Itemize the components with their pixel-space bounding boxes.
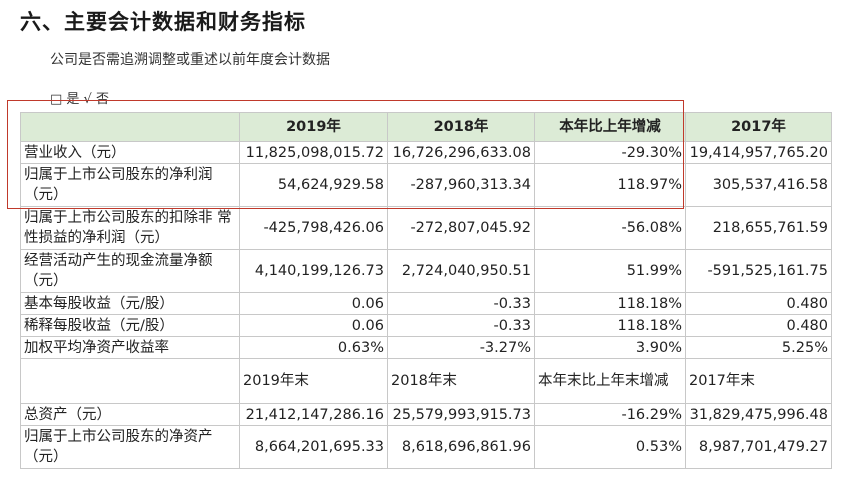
row-label: 稀释每股收益（元/股） bbox=[20, 314, 240, 337]
value-change: 118.18% bbox=[534, 314, 686, 337]
header-cell: 2019年末 bbox=[239, 358, 388, 404]
value-2017: 19,414,957,765.20 bbox=[685, 141, 832, 164]
value-change: 0.53% bbox=[534, 425, 686, 469]
value-change: 118.18% bbox=[534, 292, 686, 315]
value-2019: 0.63% bbox=[239, 336, 388, 359]
value-change: 51.99% bbox=[534, 249, 686, 293]
table-row: 归属于上市公司股东的净资产（元） 8,664,201,695.33 8,618,… bbox=[20, 425, 832, 469]
value-2017: 8,987,701,479.27 bbox=[685, 425, 832, 469]
value-2017: 0.480 bbox=[685, 292, 832, 315]
table-row: 总资产（元） 21,412,147,286.16 25,579,993,915.… bbox=[20, 403, 832, 426]
value-2018: -272,807,045.92 bbox=[387, 206, 535, 250]
value-2017: 0.480 bbox=[685, 314, 832, 337]
section-title: 六、主要会计数据和财务指标 bbox=[20, 10, 306, 34]
table-subheader-row: 2019年末 2018年末 本年末比上年末增减 2017年末 bbox=[20, 358, 832, 404]
table-header-row: 2019年 2018年 本年比上年增减 2017年 bbox=[20, 112, 832, 142]
value-2018: 16,726,296,633.08 bbox=[387, 141, 535, 164]
value-2018: 8,618,696,861.96 bbox=[387, 425, 535, 469]
value-2017: 218,655,761.59 bbox=[685, 206, 832, 250]
header-cell bbox=[20, 358, 240, 404]
value-2019: 21,412,147,286.16 bbox=[239, 403, 388, 426]
value-2018: -0.33 bbox=[387, 314, 535, 337]
table-row: 经营活动产生的现金流量净额（元） 4,140,199,126.73 2,724,… bbox=[20, 249, 832, 293]
header-cell: 2018年末 bbox=[387, 358, 535, 404]
row-label: 总资产（元） bbox=[20, 403, 240, 426]
row-label: 加权平均净资产收益率 bbox=[20, 336, 240, 359]
value-2019: 8,664,201,695.33 bbox=[239, 425, 388, 469]
header-cell: 2017年 bbox=[685, 112, 832, 142]
header-cell: 本年比上年增减 bbox=[534, 112, 686, 142]
row-label: 经营活动产生的现金流量净额（元） bbox=[20, 249, 240, 293]
row-label: 归属于上市公司股东的净利润（元） bbox=[20, 163, 240, 207]
value-2018: -3.27% bbox=[387, 336, 535, 359]
restatement-answer: □ 是 √ 否 bbox=[50, 92, 109, 107]
value-change: 3.90% bbox=[534, 336, 686, 359]
value-2019: -425,798,426.06 bbox=[239, 206, 388, 250]
financial-indicators-table: 2019年 2018年 本年比上年增减 2017年 营业收入（元） 11,825… bbox=[20, 112, 832, 469]
table-row: 归属于上市公司股东的扣除非 常性损益的净利润（元） -425,798,426.0… bbox=[20, 206, 832, 250]
value-2018: -0.33 bbox=[387, 292, 535, 315]
value-2019: 0.06 bbox=[239, 292, 388, 315]
header-cell: 本年末比上年末增减 bbox=[534, 358, 686, 404]
header-cell: 2017年末 bbox=[685, 358, 832, 404]
value-2017: -591,525,161.75 bbox=[685, 249, 832, 293]
row-label: 归属于上市公司股东的扣除非 常性损益的净利润（元） bbox=[20, 206, 240, 250]
value-2018: -287,960,313.34 bbox=[387, 163, 535, 207]
highlight-box bbox=[7, 100, 684, 209]
row-label: 归属于上市公司股东的净资产（元） bbox=[20, 425, 240, 469]
value-change: -56.08% bbox=[534, 206, 686, 250]
value-2019: 0.06 bbox=[239, 314, 388, 337]
table-row: 基本每股收益（元/股） 0.06 -0.33 118.18% 0.480 bbox=[20, 292, 832, 315]
value-2017: 5.25% bbox=[685, 336, 832, 359]
restatement-question: 公司是否需追溯调整或重述以前年度会计数据 bbox=[50, 52, 330, 68]
table-row: 稀释每股收益（元/股） 0.06 -0.33 118.18% 0.480 bbox=[20, 314, 832, 337]
row-label: 基本每股收益（元/股） bbox=[20, 292, 240, 315]
value-change: -16.29% bbox=[534, 403, 686, 426]
value-2019: 4,140,199,126.73 bbox=[239, 249, 388, 293]
value-2018: 25,579,993,915.73 bbox=[387, 403, 535, 426]
value-2018: 2,724,040,950.51 bbox=[387, 249, 535, 293]
table-row: 加权平均净资产收益率 0.63% -3.27% 3.90% 5.25% bbox=[20, 336, 832, 359]
value-2017: 31,829,475,996.48 bbox=[685, 403, 832, 426]
value-2017: 305,537,416.58 bbox=[685, 163, 832, 207]
